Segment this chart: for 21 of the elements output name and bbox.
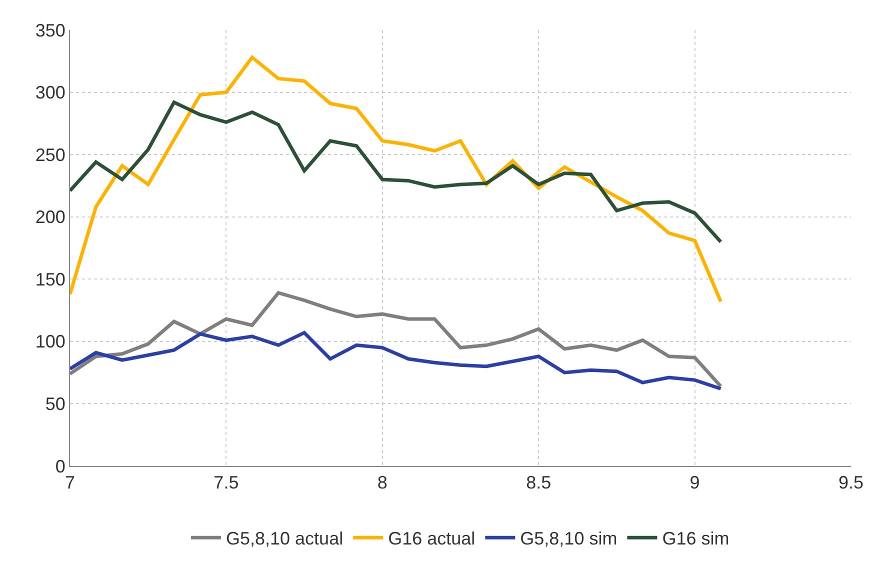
y-tick-label: 350 [35,20,66,40]
x-tick-label: 7.5 [214,472,239,493]
x-tick-label: 9 [690,472,700,493]
y-tick-label: 200 [35,207,66,228]
x-tick-label: 8 [377,472,388,493]
y-tick-label: 50 [45,394,66,414]
legend-label: G5,8,10 sim [520,528,618,549]
legend-label: G16 actual [388,528,476,549]
x-tick-label: 8.5 [526,472,552,493]
line-series [70,56,722,304]
x-tick-label: 9.5 [838,472,864,493]
legend-label: G5,8,10 actual [226,528,344,549]
y-tick-label: 100 [35,332,66,352]
y-tick-label: 0 [55,456,66,476]
legend-label: G16 sim [662,528,730,549]
line-series [70,330,722,391]
line-series [70,100,722,244]
x-tick-label: 7 [64,472,76,493]
y-tick-label: 300 [35,82,66,103]
y-tick-label: 150 [35,269,66,290]
y-tick-label: 250 [35,144,66,165]
